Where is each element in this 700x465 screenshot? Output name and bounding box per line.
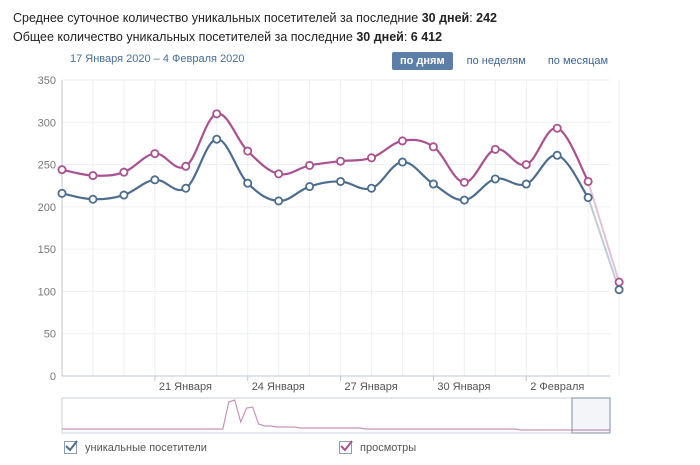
y-tick-label: 300 [38, 117, 56, 129]
data-point-visitors [274, 196, 284, 206]
stats-block: Среднее суточное количество уникальных п… [13, 9, 497, 47]
y-tick-label: 0 [50, 371, 56, 383]
data-point-visitors [243, 178, 253, 188]
period-button-days[interactable]: по дням [392, 52, 453, 70]
data-point-views [243, 146, 253, 156]
data-point-visitors [521, 179, 531, 189]
data-point-visitors [583, 193, 593, 203]
data-point-visitors [119, 190, 129, 200]
check-icon [340, 440, 353, 452]
visitors-chart: 0 50 100 150 200 250 300 350 21 Января 24 Января 2… [38, 75, 624, 434]
data-point-views [88, 171, 98, 181]
data-point-views [305, 160, 315, 170]
data-point-views [274, 169, 284, 179]
data-point-visitors [88, 194, 98, 204]
data-point-visitors [459, 195, 469, 205]
legend-visitors-toggle[interactable]: уникальные посетители [64, 440, 207, 454]
series-line-visitors [61, 138, 590, 203]
data-point-views [366, 153, 376, 163]
legend-views-label: просмотры [360, 441, 417, 454]
data-point-views [336, 156, 346, 166]
data-point-visitors [490, 174, 500, 184]
period-switcher: по дням по неделям по месяцам [392, 52, 616, 70]
x-tick-label: 30 Января [437, 381, 490, 393]
navigator-line [62, 399, 610, 431]
data-point-visitors [150, 175, 160, 185]
y-tick-label: 50 [44, 329, 56, 341]
data-point-visitors [552, 150, 562, 160]
y-tick-label: 350 [38, 75, 56, 87]
x-tick-label: 2 Февраля [530, 381, 584, 393]
data-point-visitors [366, 183, 376, 193]
period-button-months[interactable]: по месяцам [547, 55, 609, 67]
data-point-visitors [614, 285, 624, 295]
y-tick-label: 200 [38, 202, 56, 214]
navigator-window [571, 397, 611, 434]
x-tick-label: 24 Января [252, 381, 305, 393]
legend-visitors-label: уникальные посетители [85, 441, 207, 454]
navigator-frame [61, 397, 611, 434]
data-point-views [552, 123, 562, 133]
data-point-views [490, 144, 500, 154]
period-button-weeks[interactable]: по неделям [466, 55, 526, 67]
data-point-views [212, 109, 222, 119]
data-point-visitors [181, 183, 191, 193]
data-point-views [583, 176, 593, 186]
views-checkbox[interactable] [339, 440, 353, 454]
series-tail-visitors [587, 197, 621, 291]
data-point-views [459, 177, 469, 187]
data-point-views [521, 160, 531, 170]
data-point-views [428, 142, 438, 152]
data-point-visitors [305, 182, 315, 192]
legend-views-toggle[interactable]: просмотры [339, 440, 417, 454]
data-point-views [150, 149, 160, 159]
y-tick-label: 250 [38, 160, 56, 172]
data-point-views [397, 136, 407, 146]
data-point-visitors [428, 179, 438, 189]
avg-daily-visitors: Среднее суточное количество уникальных п… [13, 11, 498, 25]
data-point-views [119, 167, 129, 177]
data-point-visitors [212, 134, 222, 144]
visitors-checkbox[interactable] [64, 440, 78, 454]
check-icon [65, 440, 78, 452]
series-line-views [61, 112, 590, 184]
x-tick-label: 21 Января [159, 381, 212, 393]
total-visitors: Общее количество уникальных посетителей … [13, 30, 443, 44]
data-point-views [57, 165, 67, 175]
data-point-visitors [336, 176, 346, 186]
data-point-visitors [57, 188, 67, 198]
date-range: 17 Января 2020 – 4 Февраля 2020 [70, 53, 245, 65]
series-tail-views [587, 181, 621, 283]
y-tick-label: 150 [38, 244, 56, 256]
x-tick-label: 27 Января [345, 381, 398, 393]
y-tick-label: 100 [38, 286, 56, 298]
data-point-visitors [397, 157, 407, 167]
data-point-views [614, 277, 624, 287]
data-point-views [181, 161, 191, 171]
